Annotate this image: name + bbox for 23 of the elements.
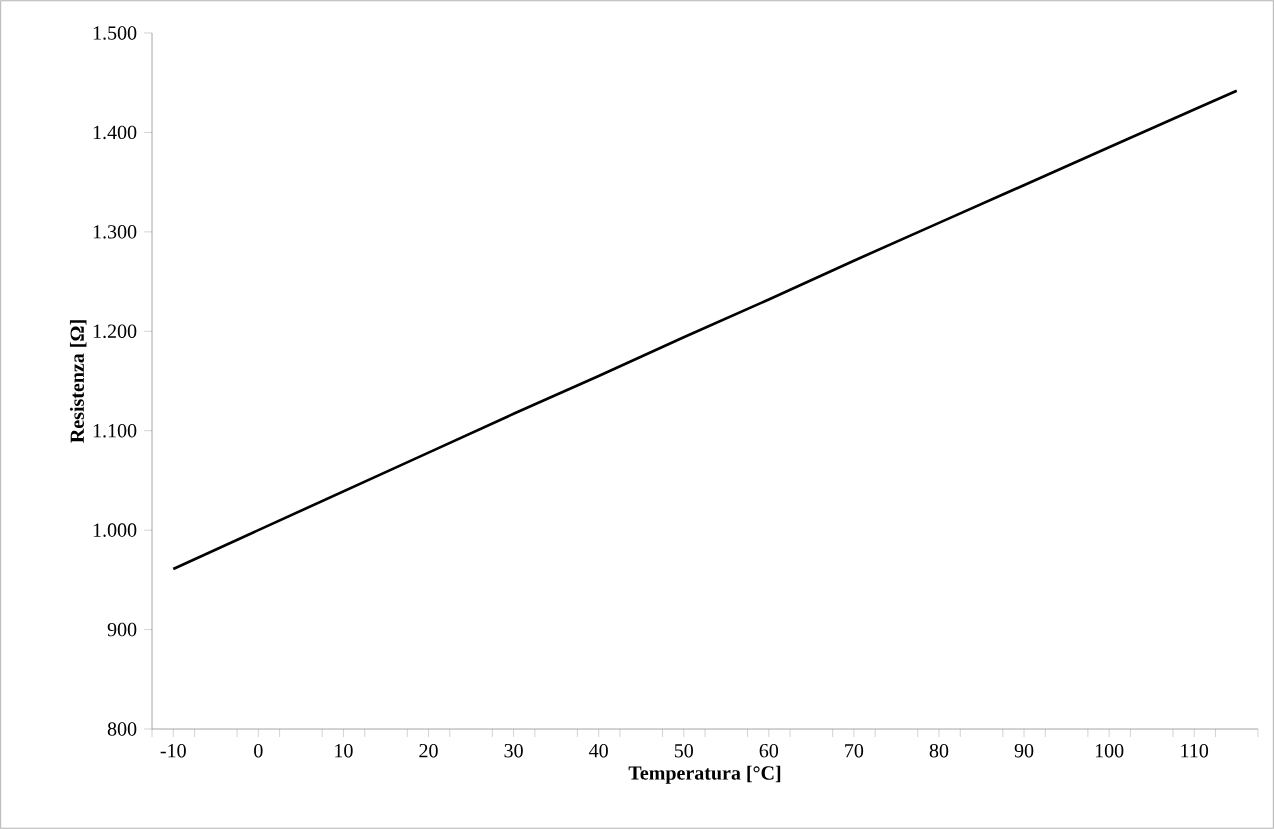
y-axis-title: Resistenza [Ω] <box>69 320 87 443</box>
x-tick-label: -10 <box>160 743 186 758</box>
x-tick-label: 0 <box>254 743 263 758</box>
x-tick-label: 60 <box>759 743 779 758</box>
x-axis-title: Temperatura [°C] <box>628 765 781 784</box>
y-tick-label: 1.500 <box>93 26 137 40</box>
x-tick-label: 90 <box>1014 743 1034 758</box>
x-tick-label: 10 <box>335 743 353 758</box>
x-tick-label: 30 <box>504 743 523 758</box>
y-tick-label: 1.200 <box>93 324 137 339</box>
x-tick-label: 70 <box>845 743 864 758</box>
y-tick-label: 1.300 <box>93 225 137 239</box>
y-tick-label: 1.400 <box>93 125 137 140</box>
y-tick-label: 1.000 <box>93 523 137 537</box>
x-tick-label: 40 <box>589 743 608 758</box>
x-tick-label: 20 <box>419 743 438 758</box>
x-tick-label: 50 <box>674 743 693 758</box>
x-tick-label: 110 <box>1181 743 1209 758</box>
x-tick-label: 80 <box>929 743 949 758</box>
x-tick-label: 100 <box>1095 743 1124 758</box>
y-tick-label: 1.100 <box>93 423 137 438</box>
y-tick-label: 900 <box>107 622 137 637</box>
y-tick-label: 800 <box>107 722 137 736</box>
